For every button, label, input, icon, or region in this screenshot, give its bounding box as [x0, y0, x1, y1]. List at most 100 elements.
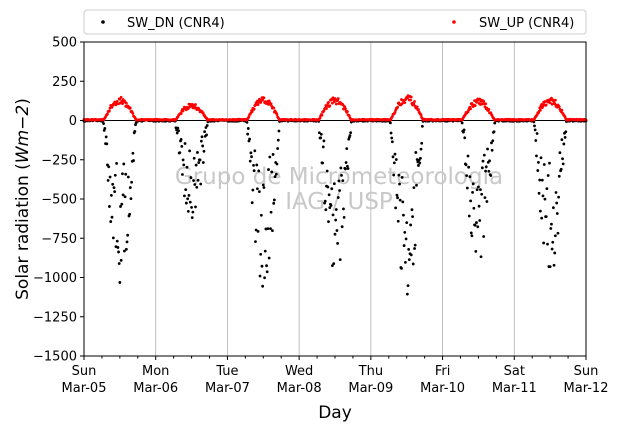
x-axis: Sun Mar-05 Mon Mar-06 Tue Mar-07 Wed Mar-08 Thu M… — [62, 356, 609, 396]
y-tick-label: −500 — [41, 193, 77, 208]
point-sw-dn — [102, 122, 105, 125]
x-tick-label-date: Mar-10 — [420, 381, 465, 396]
point-sw-dn — [117, 262, 121, 265]
point-sw-dn — [339, 166, 343, 170]
point-sw-dn — [492, 130, 496, 134]
point-sw-dn — [345, 147, 349, 150]
point-sw-dn — [113, 190, 117, 194]
point-sw-dn — [128, 212, 132, 216]
point-sw-dn — [480, 166, 484, 170]
point-sw-dn — [248, 159, 252, 163]
point-sw-dn — [564, 130, 568, 134]
point-sw-up — [469, 107, 473, 111]
x-tick-label-date: Mar-06 — [133, 381, 178, 396]
point-sw-up — [475, 100, 478, 104]
point-sw-dn — [187, 194, 191, 197]
x-tick-label-date: Mar-05 — [62, 381, 107, 396]
point-sw-dn — [254, 240, 257, 243]
point-sw-dn — [179, 137, 183, 141]
point-sw-dn — [258, 274, 262, 278]
point-sw-dn — [246, 127, 250, 130]
point-sw-dn — [477, 204, 481, 208]
point-sw-dn — [543, 197, 547, 201]
point-sw-up — [181, 109, 185, 113]
point-sw-dn — [556, 231, 560, 235]
gridlines — [155, 42, 515, 356]
y-axis-label: Solar radiation (Wm−2) — [13, 98, 33, 300]
point-sw-dn — [201, 144, 205, 148]
point-sw-dn — [203, 130, 207, 134]
point-sw-up — [336, 97, 340, 100]
point-sw-dn — [464, 163, 468, 167]
point-sw-dn — [189, 176, 193, 179]
point-sw-dn — [538, 209, 542, 213]
point-sw-dn — [549, 227, 553, 230]
point-sw-dn — [194, 205, 197, 209]
point-sw-dn — [468, 175, 472, 179]
y-tick-label: −750 — [41, 232, 77, 247]
x-tick-label-date: Mar-12 — [564, 381, 609, 396]
point-sw-dn — [417, 158, 421, 162]
point-sw-dn — [196, 178, 200, 182]
point-sw-dn — [548, 161, 551, 165]
point-sw-dn — [190, 216, 194, 220]
point-sw-dn — [478, 188, 482, 192]
point-sw-dn — [274, 172, 278, 176]
point-sw-dn — [480, 192, 484, 196]
point-sw-up — [327, 101, 330, 104]
point-sw-up — [261, 98, 265, 102]
point-sw-up — [553, 98, 557, 102]
point-sw-up — [201, 111, 205, 115]
point-sw-dn — [481, 159, 485, 163]
legend-marker-sw-dn — [101, 20, 105, 24]
legend-frame — [83, 9, 587, 35]
point-sw-dn — [250, 155, 253, 159]
point-sw-dn — [251, 188, 255, 192]
x-tick-label-weekday: Fri — [435, 364, 451, 379]
point-sw-dn — [533, 124, 536, 128]
point-sw-up — [334, 102, 338, 106]
point-sw-dn — [541, 194, 545, 198]
point-sw-dn — [205, 133, 208, 137]
point-sw-dn — [535, 154, 538, 158]
point-sw-dn — [405, 292, 409, 296]
point-sw-dn — [554, 191, 558, 194]
point-sw-up — [252, 107, 256, 111]
point-sw-up — [320, 113, 324, 117]
point-sw-dn — [390, 140, 394, 144]
point-sw-dn — [269, 227, 272, 231]
point-sw-dn — [115, 161, 118, 165]
point-sw-dn — [191, 210, 195, 214]
point-sw-dn — [319, 136, 323, 140]
point-sw-dn — [128, 186, 132, 189]
point-sw-dn — [327, 220, 330, 224]
point-sw-dn — [400, 175, 404, 179]
point-sw-dn — [345, 164, 349, 168]
point-sw-dn — [409, 253, 413, 257]
point-sw-dn — [263, 249, 267, 253]
x-tick-label-weekday: Sat — [504, 364, 525, 379]
point-sw-dn — [121, 172, 124, 176]
point-sw-dn — [267, 256, 271, 260]
point-sw-dn — [342, 207, 345, 211]
point-sw-dn — [105, 142, 109, 146]
point-sw-dn — [469, 199, 473, 203]
point-sw-dn — [123, 249, 126, 253]
watermark-line-2: IAG / USP — [285, 189, 393, 215]
point-sw-up — [393, 110, 397, 114]
point-sw-up — [482, 99, 486, 103]
point-sw-up — [484, 102, 487, 106]
point-sw-dn — [192, 156, 196, 160]
point-sw-dn — [246, 132, 250, 136]
point-sw-up — [115, 100, 119, 103]
y-axis-label-close: ) — [13, 98, 33, 105]
point-sw-dn — [253, 149, 257, 153]
point-sw-dn — [546, 174, 550, 177]
point-sw-dn — [462, 130, 465, 134]
point-sw-dn — [462, 128, 466, 132]
point-sw-dn — [186, 209, 190, 213]
point-sw-dn — [255, 163, 259, 167]
point-sw-dn — [122, 162, 126, 166]
point-sw-dn — [538, 178, 542, 182]
